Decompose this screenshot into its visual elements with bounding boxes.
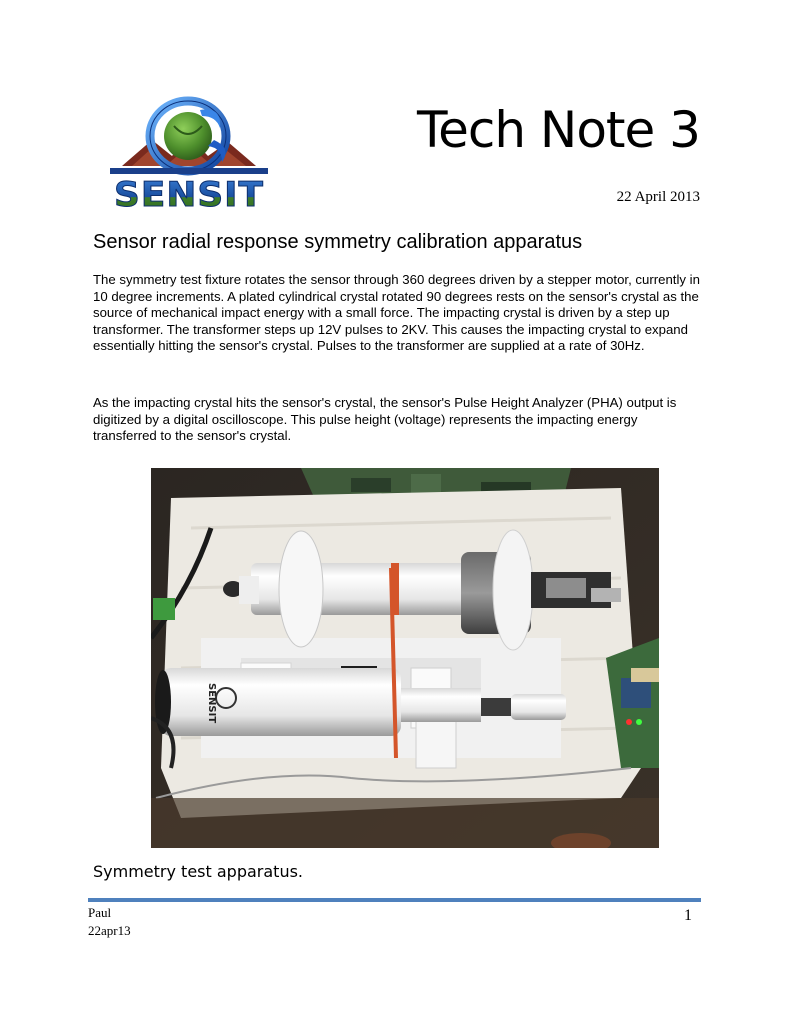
photo-caption: Symmetry test apparatus. (93, 862, 303, 881)
body-paragraph: As the impacting crystal hits the sensor… (93, 395, 703, 445)
sensit-logo: SENSIT (104, 96, 274, 214)
document-title: Tech Note 3 (380, 100, 700, 160)
page-number: 1 (640, 907, 692, 925)
footer-doc-code: 22apr13 (88, 922, 131, 940)
apparatus-photo: SENSIT (151, 468, 659, 848)
document-date: 22 April 2013 (520, 189, 700, 206)
photo-cylinder-label: SENSIT (206, 683, 217, 723)
logo-text: SENSIT (114, 175, 264, 214)
footer-author: Paul (88, 904, 131, 922)
section-heading: Sensor radial response symmetry calibrat… (93, 229, 713, 255)
footer-rule (88, 898, 701, 902)
body-paragraph: The symmetry test fixture rotates the se… (93, 272, 703, 355)
footer-info: Paul 22apr13 (88, 904, 131, 940)
